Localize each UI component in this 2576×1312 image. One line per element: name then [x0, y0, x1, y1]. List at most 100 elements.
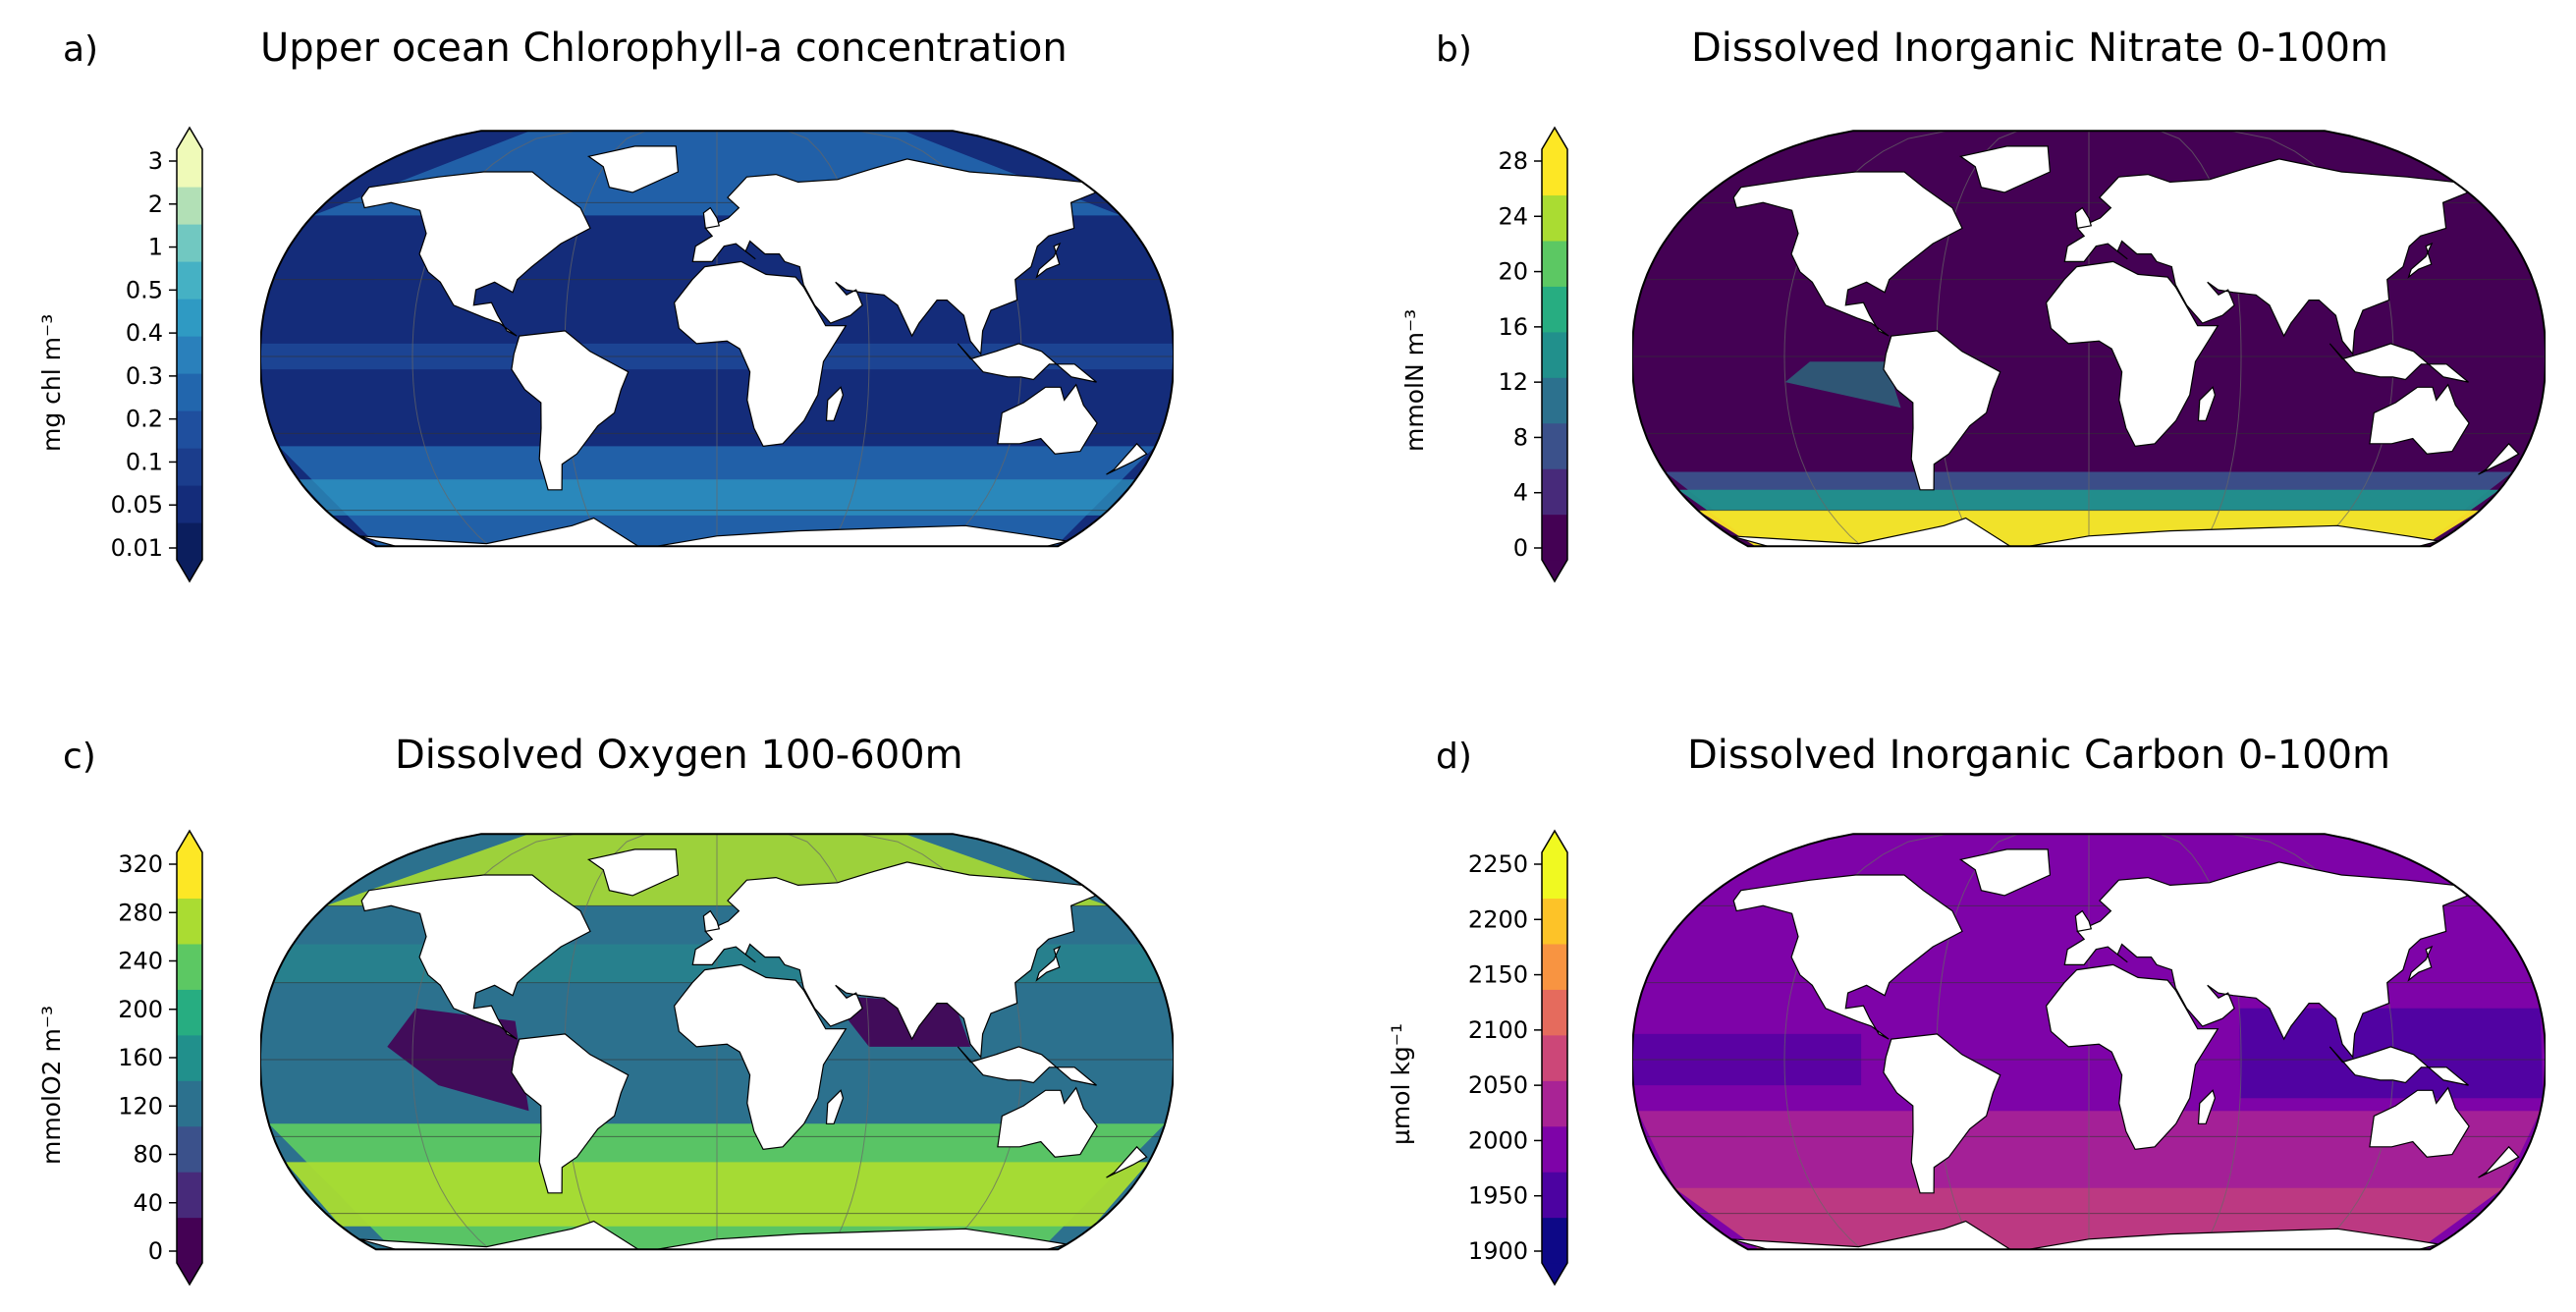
- ocean-field-region: [1784, 361, 1901, 409]
- land-eurasia: [2063, 158, 2470, 355]
- colorbar-tick-label: 24: [1498, 202, 1528, 230]
- colorbar-tick-label: 2200: [1468, 905, 1528, 933]
- world-map: [1632, 833, 2546, 1251]
- colorbar-tick-label: 2: [148, 191, 163, 218]
- land-australia: [2369, 383, 2470, 455]
- colorbar-tick-label: 1950: [1468, 1182, 1528, 1210]
- colorbar: 0.01 0.05 0.1 0.2 0.3 0.4 0.5 1 2 3: [111, 126, 203, 583]
- land-new-zealand: [2478, 442, 2520, 475]
- land-madagascar: [2197, 1089, 2217, 1124]
- colorbar-tick-label: 28: [1498, 147, 1528, 175]
- colorbar-segment: [1542, 514, 1567, 561]
- colorbar-extend-max: [177, 831, 202, 852]
- land-africa: [673, 260, 848, 448]
- land-japan: [2407, 945, 2434, 982]
- land-madagascar: [825, 386, 845, 421]
- colorbar-segment: [177, 1080, 202, 1127]
- colorbar-segment: [1542, 331, 1567, 378]
- colorbar-segment: [177, 187, 202, 225]
- colorbar-segment: [177, 1172, 202, 1219]
- colorbar-tick-label: 0.2: [126, 406, 163, 433]
- colorbar-outline: [1541, 829, 1568, 1286]
- colorbar-segment: [177, 989, 202, 1036]
- land-indonesia: [957, 1046, 1097, 1086]
- colorbar-segment: [177, 485, 202, 523]
- colorbar-tick-label: 2100: [1468, 1016, 1528, 1044]
- colorbar-tick-label: 2250: [1468, 850, 1528, 878]
- panel-c: c) Dissolved Oxygen 100-600m mmolO2 m⁻³ …: [0, 703, 1277, 1312]
- land-africa: [2045, 963, 2220, 1151]
- land-masses: [358, 145, 1148, 547]
- land-uk: [2074, 206, 2093, 230]
- colorbar-segment: [1542, 1034, 1567, 1081]
- colorbar-tick-label: 1900: [1468, 1237, 1528, 1265]
- world-map: [1632, 130, 2546, 548]
- colorbar-segment: [1542, 943, 1567, 990]
- panel-title: Dissolved Inorganic Carbon 0-100m: [1687, 733, 2391, 778]
- land-south-america: [511, 330, 630, 491]
- colorbar-tick-label: 0.1: [126, 448, 163, 475]
- colorbar-tick-label: 0.01: [111, 534, 163, 562]
- land-eurasia: [691, 158, 1098, 355]
- colorbar: 1900 1950 2000 2050 2100 2150 2200 2250: [1468, 829, 1568, 1286]
- colorbar-tick-label: 1: [148, 234, 163, 261]
- colorbar-tick-label: 200: [118, 996, 163, 1023]
- land-new-zealand: [1106, 442, 1148, 475]
- land-uk: [702, 206, 721, 230]
- colorbar-segment: [177, 1034, 202, 1081]
- colorbar-segment: [1542, 286, 1567, 333]
- colorbar-tick-label: 280: [118, 899, 163, 926]
- colorbar-tick-label: 2000: [1468, 1126, 1528, 1154]
- colorbar-segment: [177, 224, 202, 262]
- land-antarctica: [1730, 1220, 2439, 1250]
- colorbar-segment: [1542, 468, 1567, 516]
- colorbar-tick-label: 40: [133, 1189, 163, 1217]
- land-australia: [997, 1086, 1098, 1158]
- colorbar-outline: [176, 829, 203, 1286]
- panel-title: Dissolved Oxygen 100-600m: [395, 733, 963, 778]
- land-masses: [358, 848, 1148, 1250]
- land-south-america: [511, 1033, 630, 1194]
- land-masses: [1730, 848, 2520, 1250]
- colorbar-segment: [177, 261, 202, 300]
- colorbar-tick-label: 0: [1513, 534, 1528, 562]
- colorbar-segment: [1542, 422, 1567, 469]
- land-japan: [2407, 242, 2434, 279]
- land-madagascar: [825, 1089, 845, 1124]
- land-antarctica: [358, 1220, 1068, 1250]
- colorbar-tick-label: 16: [1498, 313, 1528, 341]
- colorbar-segment: [1542, 1217, 1567, 1264]
- colorbar-outline: [1541, 126, 1568, 583]
- land-antarctica: [1730, 517, 2439, 547]
- world-map: [260, 130, 1174, 548]
- colorbar-tick-label: 160: [118, 1044, 163, 1071]
- land-masses: [1730, 145, 2520, 547]
- colorbar-tick-label: 120: [118, 1092, 163, 1120]
- colorbar-segment: [1542, 1125, 1567, 1173]
- colorbar-extend-max: [1542, 831, 1567, 852]
- land-madagascar: [2197, 386, 2217, 421]
- colorbar-segment: [177, 299, 202, 337]
- panel-label: d): [1436, 737, 1472, 777]
- colorbar-segment: [177, 1125, 202, 1173]
- land-greenland: [586, 145, 680, 193]
- panel-label: c): [63, 737, 96, 777]
- colorbar-tick-label: 2150: [1468, 961, 1528, 989]
- colorbar-tick-label: 0: [148, 1237, 163, 1265]
- land-australia: [2369, 1086, 2470, 1158]
- land-greenland: [1958, 145, 2052, 193]
- land-australia: [997, 383, 1098, 455]
- colorbar-tick-label: 0.05: [111, 491, 163, 519]
- colorbar-segment: [177, 1217, 202, 1264]
- land-south-america: [1883, 1033, 2001, 1194]
- colorbar-tick-label: 320: [118, 850, 163, 878]
- land-japan: [1035, 945, 1062, 982]
- colorbar-segment: [177, 448, 202, 486]
- colorbar-segment: [177, 410, 202, 449]
- colorbar-segment: [1542, 1080, 1567, 1127]
- colorbar-tick-label: 20: [1498, 258, 1528, 286]
- colorbar-outline: [176, 126, 203, 583]
- colorbar-extend-min: [1542, 560, 1567, 581]
- colorbar-segment: [177, 943, 202, 990]
- land-north-america: [360, 874, 591, 1040]
